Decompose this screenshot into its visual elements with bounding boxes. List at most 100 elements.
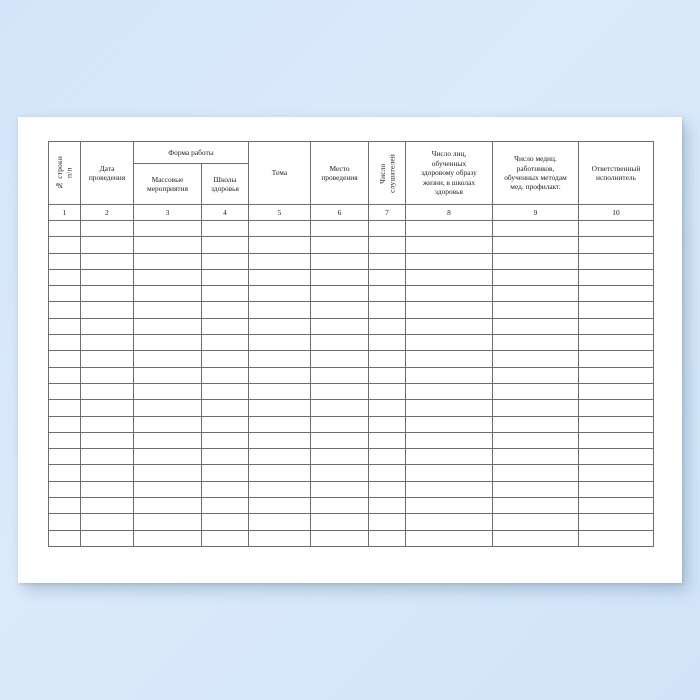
table-cell[interactable] [248, 317, 311, 336]
table-cell[interactable] [492, 382, 579, 401]
table-cell[interactable] [133, 285, 202, 303]
table-cell[interactable] [578, 497, 654, 515]
table-cell[interactable] [578, 301, 654, 319]
table-cell[interactable] [48, 268, 81, 287]
table-cell[interactable] [405, 513, 493, 531]
table-cell[interactable] [492, 366, 579, 384]
table-cell[interactable] [492, 285, 579, 303]
table-cell[interactable] [368, 350, 406, 368]
table-cell[interactable] [310, 317, 369, 336]
table-cell[interactable] [80, 529, 134, 547]
table-cell[interactable] [405, 252, 493, 270]
table-cell[interactable] [405, 268, 493, 287]
table-cell[interactable] [405, 497, 493, 515]
table-cell[interactable] [48, 236, 81, 254]
table-cell[interactable] [578, 448, 654, 466]
table-cell[interactable] [201, 415, 249, 433]
table-cell[interactable] [578, 382, 654, 401]
table-cell[interactable] [492, 268, 579, 287]
table-cell[interactable] [133, 236, 202, 254]
table-cell[interactable] [578, 350, 654, 368]
table-cell[interactable] [405, 399, 493, 417]
table-cell[interactable] [80, 301, 134, 319]
table-cell[interactable] [201, 285, 249, 303]
table-cell[interactable] [368, 399, 406, 417]
table-cell[interactable] [310, 513, 369, 531]
table-cell[interactable] [492, 529, 579, 547]
table-cell[interactable] [310, 431, 369, 450]
table-cell[interactable] [368, 448, 406, 466]
table-cell[interactable] [80, 497, 134, 515]
table-cell[interactable] [310, 399, 369, 417]
table-cell[interactable] [368, 464, 406, 482]
table-row[interactable] [48, 285, 654, 303]
table-row[interactable] [48, 382, 654, 401]
table-cell[interactable] [248, 285, 311, 303]
table-cell[interactable] [48, 219, 81, 238]
table-cell[interactable] [310, 464, 369, 482]
table-cell[interactable] [492, 415, 579, 433]
table-cell[interactable] [310, 415, 369, 433]
table-cell[interactable] [80, 464, 134, 482]
table-row[interactable] [48, 497, 654, 515]
table-row[interactable] [48, 529, 654, 547]
table-cell[interactable] [201, 431, 249, 450]
table-cell[interactable] [405, 415, 493, 433]
table-cell[interactable] [405, 219, 493, 238]
table-cell[interactable] [405, 431, 493, 450]
table-cell[interactable] [578, 285, 654, 303]
table-cell[interactable] [48, 497, 81, 515]
table-row[interactable] [48, 448, 654, 466]
table-cell[interactable] [201, 382, 249, 401]
table-cell[interactable] [248, 415, 311, 433]
table-row[interactable] [48, 415, 654, 433]
table-cell[interactable] [201, 480, 249, 499]
table-cell[interactable] [368, 431, 406, 450]
table-cell[interactable] [578, 399, 654, 417]
table-cell[interactable] [368, 382, 406, 401]
table-cell[interactable] [310, 366, 369, 384]
table-cell[interactable] [368, 317, 406, 336]
table-row[interactable] [48, 464, 654, 482]
table-cell[interactable] [80, 285, 134, 303]
table-row[interactable] [48, 268, 654, 287]
table-cell[interactable] [405, 480, 493, 499]
table-cell[interactable] [80, 513, 134, 531]
table-cell[interactable] [368, 366, 406, 384]
table-cell[interactable] [492, 399, 579, 417]
table-cell[interactable] [310, 285, 369, 303]
table-cell[interactable] [80, 382, 134, 401]
table-cell[interactable] [201, 366, 249, 384]
table-row[interactable] [48, 219, 654, 238]
table-cell[interactable] [201, 513, 249, 531]
table-cell[interactable] [133, 366, 202, 384]
table-cell[interactable] [405, 317, 493, 336]
table-cell[interactable] [201, 350, 249, 368]
table-cell[interactable] [405, 448, 493, 466]
table-cell[interactable] [310, 529, 369, 547]
table-cell[interactable] [405, 382, 493, 401]
table-cell[interactable] [248, 399, 311, 417]
table-cell[interactable] [133, 399, 202, 417]
table-cell[interactable] [248, 236, 311, 254]
table-cell[interactable] [201, 448, 249, 466]
table-cell[interactable] [492, 350, 579, 368]
table-cell[interactable] [80, 236, 134, 254]
table-cell[interactable] [368, 497, 406, 515]
table-cell[interactable] [578, 480, 654, 499]
table-cell[interactable] [48, 317, 81, 336]
table-cell[interactable] [405, 529, 493, 547]
table-cell[interactable] [201, 219, 249, 238]
table-cell[interactable] [492, 317, 579, 336]
table-cell[interactable] [578, 236, 654, 254]
table-cell[interactable] [133, 497, 202, 515]
table-cell[interactable] [133, 219, 202, 238]
table-cell[interactable] [405, 334, 493, 352]
table-cell[interactable] [248, 480, 311, 499]
table-cell[interactable] [368, 334, 406, 352]
table-cell[interactable] [133, 480, 202, 499]
table-row[interactable] [48, 366, 654, 384]
table-cell[interactable] [578, 366, 654, 384]
table-cell[interactable] [48, 431, 81, 450]
table-cell[interactable] [248, 301, 311, 319]
